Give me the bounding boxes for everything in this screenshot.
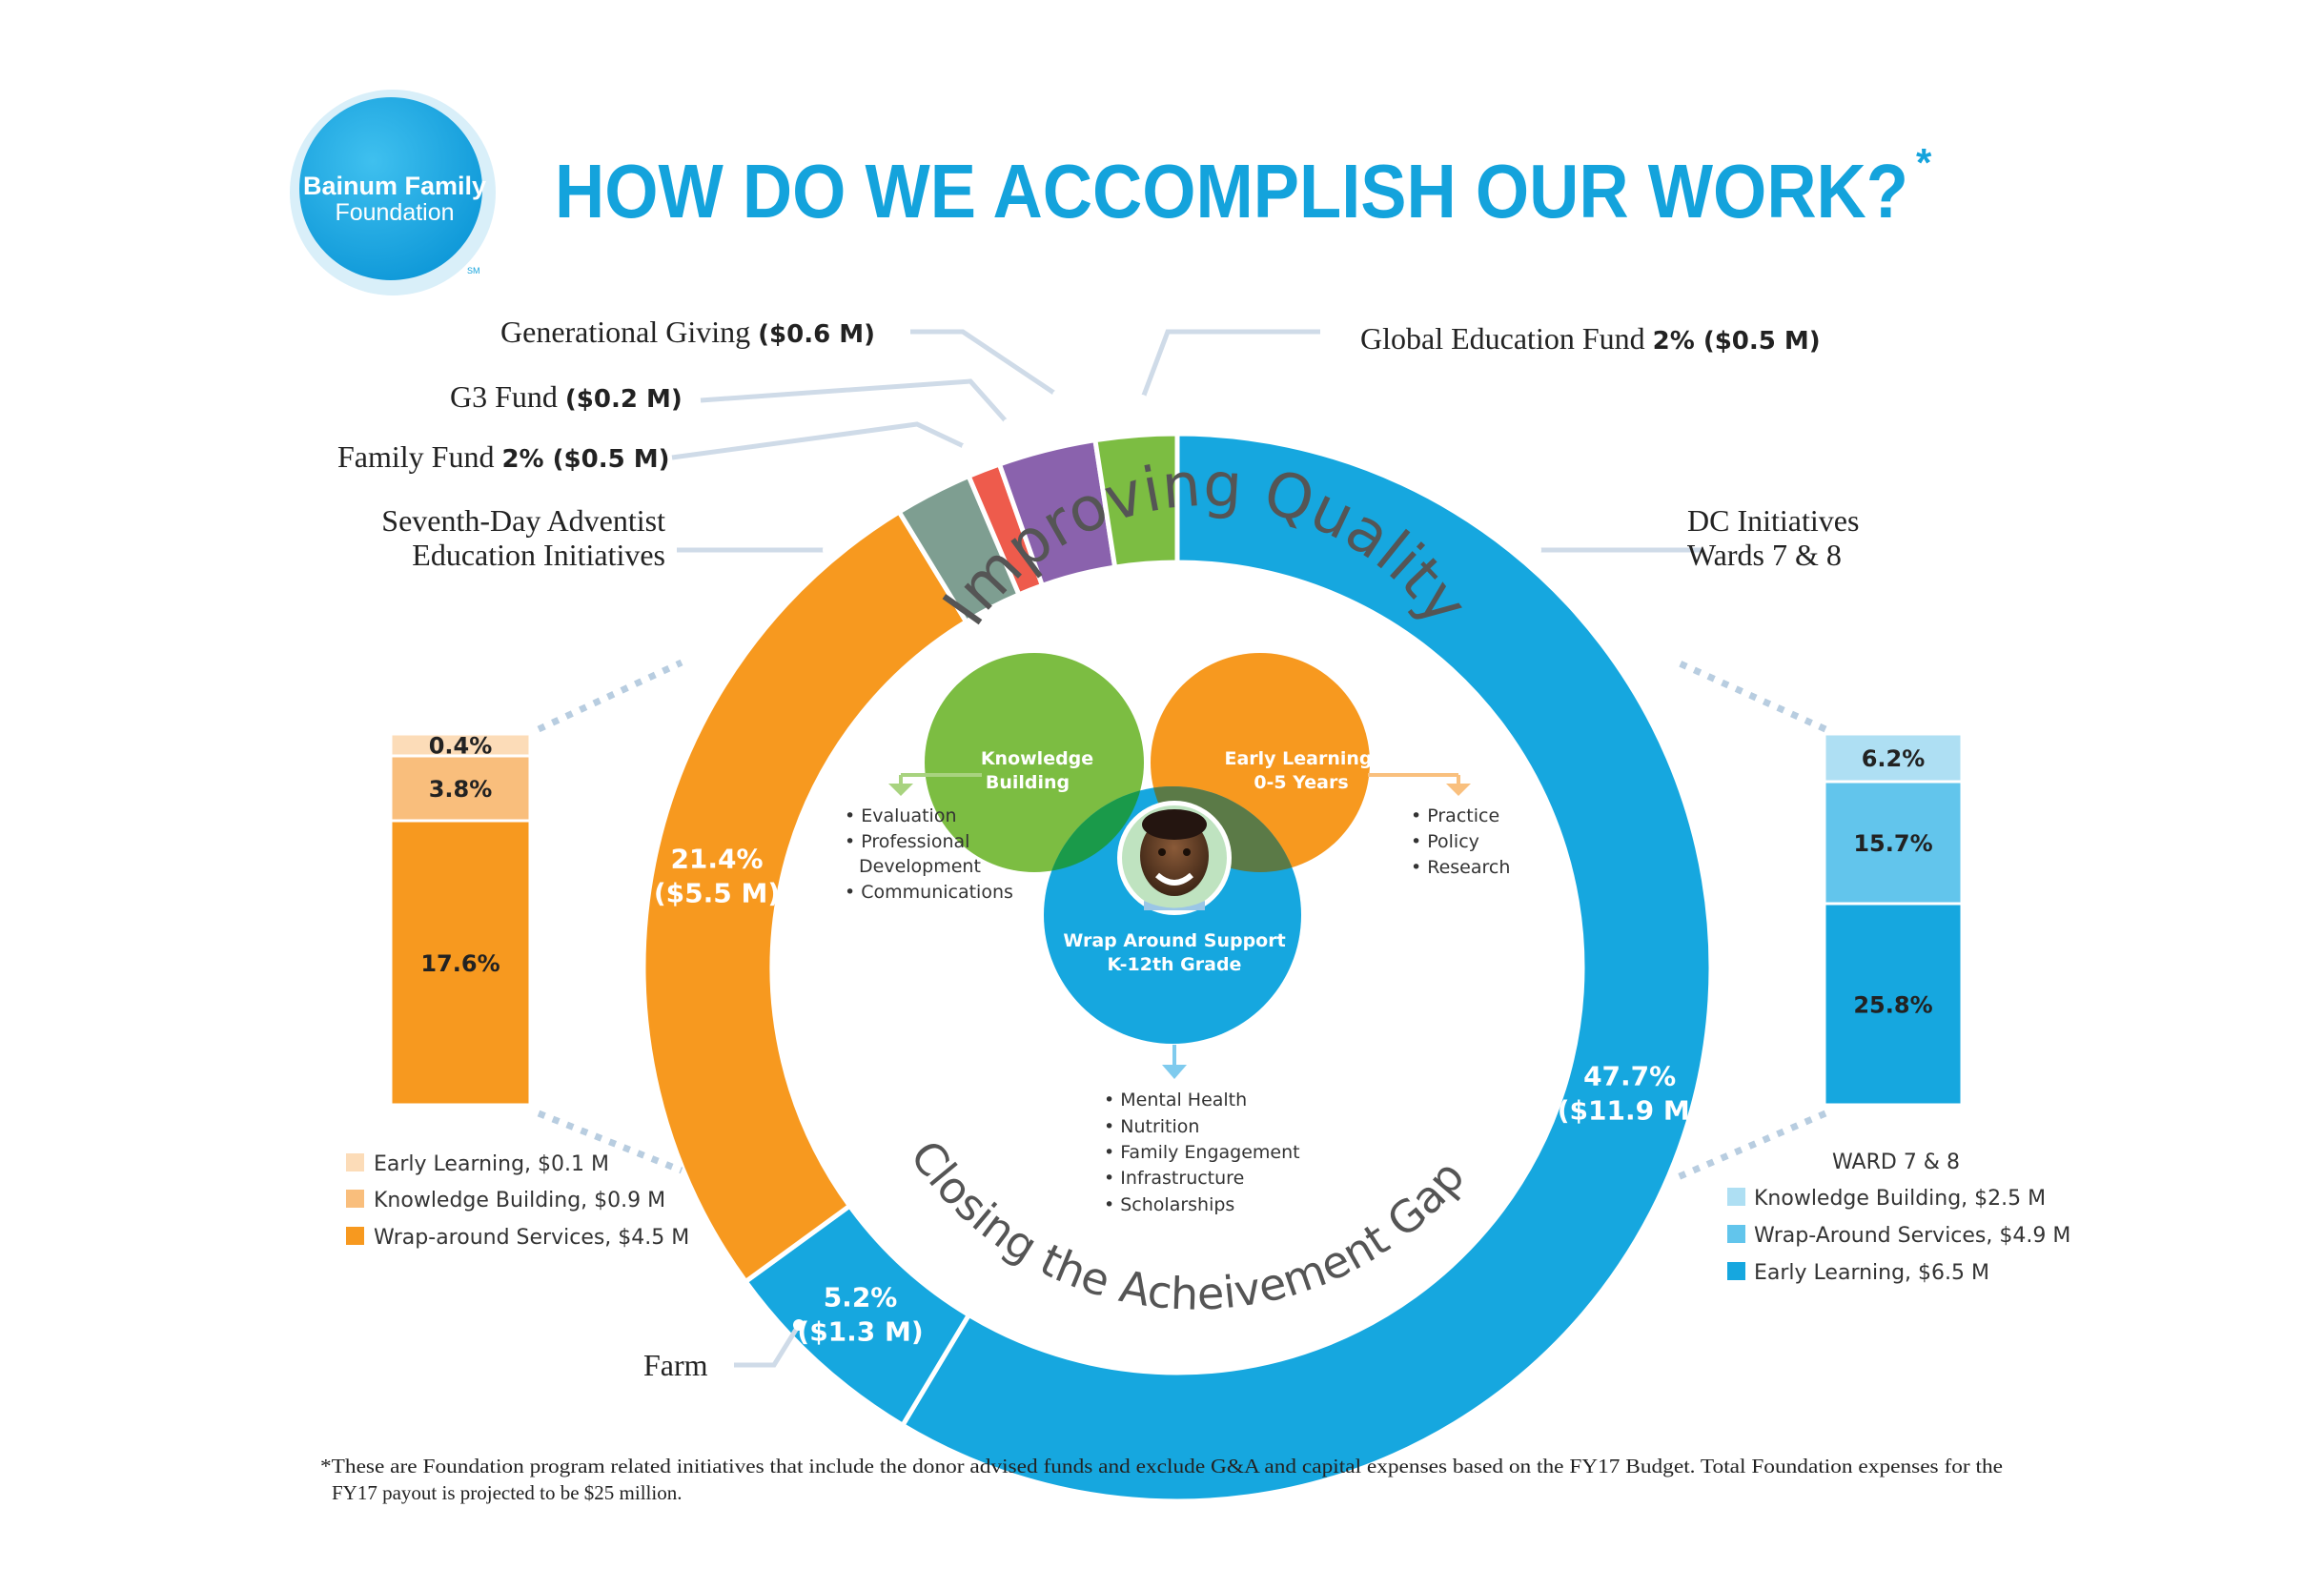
callout-line-generational — [910, 329, 1060, 398]
footnote-line1: *These are Foundation program related in… — [320, 1455, 2003, 1477]
ward-legend-title: WARD 7 & 8 — [1832, 1151, 1960, 1174]
donut-slice-value-label: 21.4% — [670, 844, 763, 875]
legend-label: Early Learning, $6.5 M — [1754, 1261, 1989, 1285]
donut-slice-value-label: 47.7% — [1583, 1060, 1676, 1091]
callout-dot-generational — [1052, 390, 1064, 401]
label-sda-line1: Seventh-Day Adventist — [381, 503, 665, 538]
label-generational-giving: Generational Giving ($0.6 M) — [500, 315, 875, 349]
venn-knowledge-label-1: Knowledge — [981, 748, 1093, 769]
donut-slice-dc-initiatives-wards-7-8 — [899, 431, 1714, 1504]
label-dc-line1: DC Initiatives — [1687, 503, 1859, 538]
wrap-list-item: • Scholarships — [1104, 1194, 1234, 1215]
logo-service-mark: SM — [467, 266, 480, 275]
donut-slice-value-label: ($11.9 M) — [1558, 1094, 1702, 1126]
donut-slice-value-label: 5.2% — [824, 1281, 898, 1313]
bar-connectors — [537, 659, 1827, 1181]
legend-label: Knowledge Building, $0.9 M — [374, 1189, 665, 1212]
bar-segment-label: 17.6% — [420, 950, 499, 977]
callout-line-family — [671, 421, 969, 460]
venn-wrap-label-2: K-12th Grade — [1108, 954, 1242, 975]
wrap-list-item: • Family Engagement — [1104, 1142, 1300, 1163]
label-family-fund: Family Fund 2% ($0.5 M) — [337, 439, 670, 474]
title-asterisk: * — [1916, 140, 1932, 185]
legend-swatch — [346, 1153, 364, 1171]
knowledge-arrow-icon — [888, 773, 982, 796]
bar-segment — [1823, 732, 1964, 784]
venn-wrap-label-1: Wrap Around Support — [1063, 930, 1285, 951]
legend-swatch — [1727, 1262, 1745, 1280]
sda-legend: Early Learning, $0.1 M Knowledge Buildin… — [346, 1152, 689, 1250]
bar-segment — [1823, 902, 1964, 1107]
knowledge-list-item: • Professional — [845, 831, 969, 852]
ward-breakdown-bar: 6.2% 15.7% 25.8% — [1823, 732, 1964, 1107]
logo-line1: Bainum Family — [303, 172, 486, 200]
venn-knowledge-label-2: Building — [986, 772, 1070, 793]
callout-lines — [671, 329, 1702, 1368]
knowledge-list-item: • Communications — [845, 882, 1013, 903]
venn-overlap-early-wrap — [1151, 786, 1301, 872]
label-farm: Farm — [643, 1348, 708, 1382]
donut-slice-global-education-fund — [1092, 431, 1180, 570]
bar-segment — [1823, 780, 1964, 906]
venn-early-label-1: Early Learning — [1224, 748, 1372, 769]
ward-legend: WARD 7 & 8 Knowledge Building, $2.5 M Wr… — [1727, 1151, 2070, 1285]
bar-segment — [389, 819, 532, 1107]
callout-line-g3 — [700, 378, 1010, 426]
legend-swatch — [1727, 1225, 1745, 1243]
legend-swatch — [346, 1227, 364, 1245]
legend-label: Knowledge Building, $2.5 M — [1754, 1187, 2046, 1211]
early-arrow-icon — [1368, 773, 1471, 796]
sda-breakdown-bar: 0.4%3.8%17.6% — [389, 732, 532, 1107]
callout-dot-family — [962, 442, 973, 454]
page-title: HOW DO WE ACCOMPLISH OUR WORK? — [555, 149, 1908, 234]
callout-dot-farm — [793, 1319, 805, 1331]
legend-label: Wrap-around Services, $4.5 M — [374, 1226, 689, 1250]
knowledge-list-item: • Evaluation — [845, 805, 957, 826]
early-list-item: • Research — [1411, 857, 1510, 878]
bar-segment-label: 6.2% — [1862, 745, 1926, 772]
callout-dot-dc — [1528, 543, 1541, 557]
wrap-list-item: • Mental Health — [1104, 1090, 1247, 1110]
donut-slice-value-label: ($1.3 M) — [797, 1315, 923, 1347]
early-list-item: • Policy — [1411, 831, 1479, 852]
callout-dot-global — [1136, 395, 1148, 406]
footnote-line2: FY17 payout is projected to be $25 milli… — [332, 1481, 682, 1504]
bar-segment-label: 25.8% — [1853, 992, 1932, 1019]
venn-early-label-2: 0-5 Years — [1254, 772, 1348, 793]
wrap-arrow-icon — [1162, 1045, 1187, 1079]
donut-slice-value-label: ($5.5 M) — [654, 878, 780, 909]
bar-segment-label: 15.7% — [1853, 830, 1932, 857]
callout-line-farm — [734, 1323, 802, 1368]
bar-segment-label: 3.8% — [429, 776, 493, 803]
child-photo — [1117, 801, 1232, 915]
venn-diagram: Knowledge Building Early Learning 0-5 Ye… — [845, 653, 1510, 1215]
label-global-education-fund: Global Education Fund 2% ($0.5 M) — [1360, 321, 1821, 356]
legend-swatch — [1727, 1188, 1745, 1206]
legend-label: Early Learning, $0.1 M — [374, 1152, 609, 1176]
donut-chart: 47.7%($11.9 M) 5.2%($1.3 M) 21.4%($5.5 M) — [641, 431, 1714, 1504]
legend-swatch — [346, 1190, 364, 1208]
donut-slice-seventh-day-adventist-education-initiatives — [641, 508, 970, 1286]
label-sda-line2: Education Initiatives — [412, 538, 665, 572]
wrap-list-item: • Infrastructure — [1104, 1168, 1244, 1189]
callout-dot-g3 — [1003, 418, 1014, 430]
foundation-logo: Bainum Family Foundation SM — [290, 90, 496, 295]
logo-line2: Foundation — [335, 199, 454, 226]
callout-line-global — [1139, 329, 1320, 401]
label-dc-line2: Wards 7 & 8 — [1687, 538, 1842, 572]
legend-label: Wrap-Around Services, $4.9 M — [1754, 1224, 2070, 1248]
label-g3-fund: G3 Fund ($0.2 M) — [450, 379, 683, 414]
wrap-list-item: • Nutrition — [1104, 1116, 1199, 1137]
early-list-item: • Practice — [1411, 805, 1499, 826]
knowledge-list-item: Development — [859, 856, 981, 877]
callout-dot-sda — [823, 543, 836, 557]
